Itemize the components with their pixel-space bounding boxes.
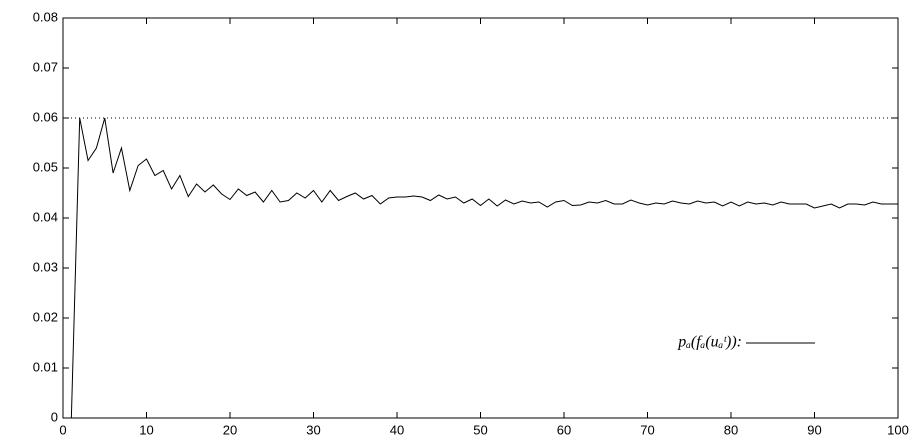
y-tick-label: 0.07 (33, 59, 58, 74)
y-tick-label: 0.02 (33, 309, 58, 324)
x-tick-label: 20 (223, 422, 237, 437)
y-tick-label: 0.05 (33, 159, 58, 174)
x-tick-label: 0 (59, 422, 66, 437)
y-tick-label: 0.06 (33, 109, 58, 124)
x-tick-label: 10 (139, 422, 153, 437)
y-tick-label: 0 (51, 409, 58, 424)
data-line (70, 117, 898, 419)
x-tick-label: 40 (390, 422, 404, 437)
x-tick-label: 50 (473, 422, 487, 437)
x-tick-label: 100 (887, 422, 909, 437)
y-tick-label: 0.01 (33, 359, 58, 374)
x-tick-label: 70 (640, 422, 654, 437)
x-tick-label: 90 (807, 422, 821, 437)
y-tick-label: 0.04 (33, 209, 58, 224)
y-tick-label: 0.03 (33, 259, 58, 274)
legend-label: pₐ(fₐ(uₐᵗ)): (677, 334, 742, 351)
x-tick-label: 80 (724, 422, 738, 437)
x-tick-label: 30 (306, 422, 320, 437)
x-tick-label: 60 (557, 422, 571, 437)
plot-frame (62, 17, 899, 419)
y-tick-label: 0.08 (33, 9, 58, 24)
